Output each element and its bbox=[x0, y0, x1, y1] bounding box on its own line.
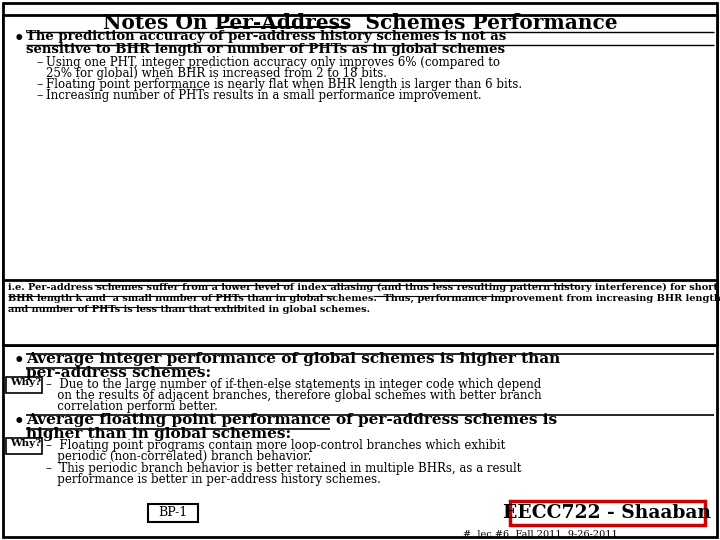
Text: Average integer performance of global schemes is higher than: Average integer performance of global sc… bbox=[26, 352, 560, 366]
Text: The prediction accuracy of per-address history schemes is not as: The prediction accuracy of per-address h… bbox=[26, 30, 506, 43]
Text: Floating point performance is nearly flat when BHR length is larger than 6 bits.: Floating point performance is nearly fla… bbox=[46, 78, 522, 91]
Text: performance is better in per-address history schemes.: performance is better in per-address his… bbox=[46, 473, 381, 486]
Text: –  This periodic branch behavior is better retained in multiple BHRs, as a resul: – This periodic branch behavior is bette… bbox=[46, 462, 521, 475]
Text: sensitive to BHR length or number of PHTs as in global schemes: sensitive to BHR length or number of PHT… bbox=[26, 43, 505, 56]
Bar bbox=[6, 438, 42, 454]
Text: periodic (non-correlated) branch behavior.: periodic (non-correlated) branch behavio… bbox=[46, 450, 311, 463]
Bar bbox=[3, 280, 717, 345]
Text: Why?: Why? bbox=[10, 439, 41, 448]
Text: –  Floating point programs contain more loop-control branches which exhibit: – Floating point programs contain more l… bbox=[46, 439, 505, 452]
Text: BP-1: BP-1 bbox=[158, 506, 188, 519]
Text: •: • bbox=[14, 30, 24, 47]
Bar bbox=[148, 504, 198, 522]
Text: •: • bbox=[14, 413, 24, 430]
Text: Average floating point performance of per-address schemes is: Average floating point performance of pe… bbox=[26, 413, 557, 427]
Text: –: – bbox=[36, 89, 42, 102]
Text: Notes On Per-Address  Schemes Performance: Notes On Per-Address Schemes Performance bbox=[103, 13, 617, 33]
Text: higher than in global schemes:: higher than in global schemes: bbox=[26, 427, 291, 441]
Text: EECC722 - Shaaban: EECC722 - Shaaban bbox=[503, 504, 711, 522]
Text: Why?: Why? bbox=[10, 378, 41, 387]
Text: and number of PHTs is less than that exhibited in global schemes.: and number of PHTs is less than that exh… bbox=[8, 305, 370, 314]
Bar bbox=[3, 15, 717, 345]
Bar bbox=[510, 501, 705, 525]
Text: correlation perform better.: correlation perform better. bbox=[46, 400, 218, 413]
Text: per-address schemes:: per-address schemes: bbox=[26, 366, 211, 380]
Bar bbox=[6, 377, 42, 393]
Text: Using one PHT, integer prediction accuracy only improves 6% (compared to: Using one PHT, integer prediction accura… bbox=[46, 56, 500, 69]
Text: –: – bbox=[36, 56, 42, 69]
Text: Increasing number of PHTs results in a small performance improvement.: Increasing number of PHTs results in a s… bbox=[46, 89, 482, 102]
Text: •: • bbox=[14, 352, 24, 369]
Text: BHR length k and  a small number of PHTs than in global schemes.  Thus, performa: BHR length k and a small number of PHTs … bbox=[8, 294, 720, 303]
Text: 25% for global) when BHR is increased from 2 to 18 bits.: 25% for global) when BHR is increased fr… bbox=[46, 67, 387, 80]
Text: i.e. Per-address schemes suffer from a lower level of index aliasing (and thus l: i.e. Per-address schemes suffer from a l… bbox=[8, 283, 718, 292]
Text: –  Due to the large number of if-then-else statements in integer code which depe: – Due to the large number of if-then-els… bbox=[46, 378, 541, 391]
Text: on the results of adjacent branches, therefore global schemes with better branch: on the results of adjacent branches, the… bbox=[46, 389, 541, 402]
Text: –: – bbox=[36, 78, 42, 91]
Text: #  lec #6  Fall 2011  9-26-2011: # lec #6 Fall 2011 9-26-2011 bbox=[463, 530, 617, 539]
